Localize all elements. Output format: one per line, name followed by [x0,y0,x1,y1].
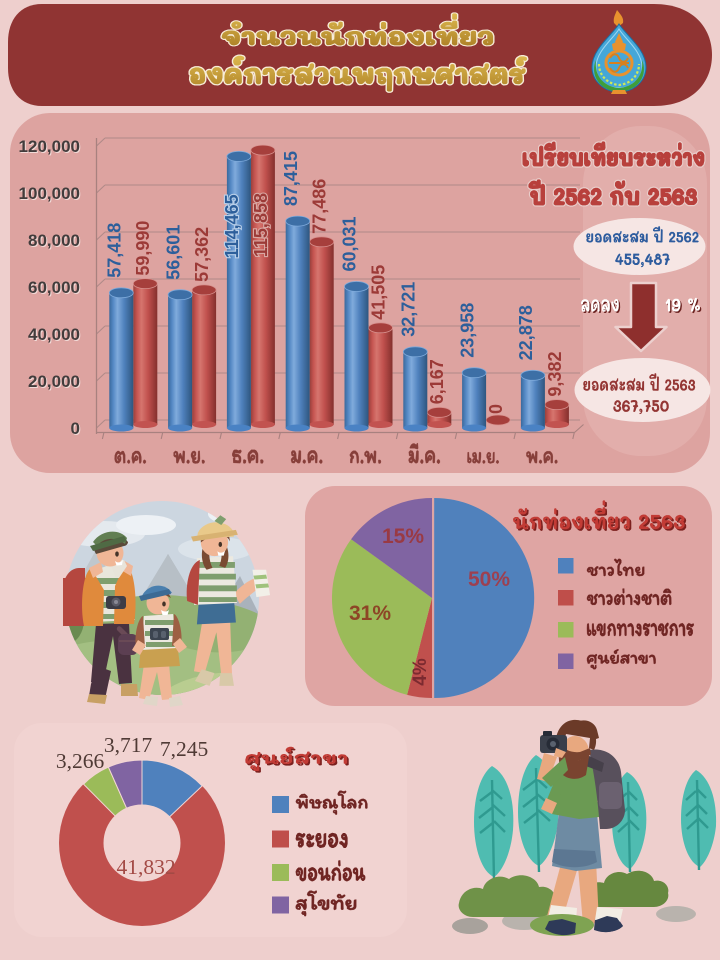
svg-text:57,362: 57,362 [192,227,212,282]
svg-text:114,465: 114,465 [222,194,242,258]
svg-text:31%: 31% [349,602,391,625]
svg-text:40,000: 40,000 [29,326,81,345]
svg-text:23,958: 23,958 [457,303,477,358]
svg-text:20,000: 20,000 [28,372,80,391]
svg-text:77,486: 77,486 [310,179,330,234]
svg-text:60,000: 60,000 [29,279,81,298]
svg-text:80,000: 80,000 [29,232,81,251]
svg-text:40,000: 40,000 [28,325,80,344]
svg-text:4%: 4% [410,658,431,686]
svg-text:32,721: 32,721 [399,282,419,337]
svg-text:87,415: 87,415 [281,151,301,206]
svg-text:56,601: 56,601 [163,225,183,280]
svg-text:120,000: 120,000 [19,137,80,156]
svg-text:22,878: 22,878 [516,305,536,360]
svg-text:3,266: 3,266 [56,749,105,773]
svg-text:60,000: 60,000 [28,278,80,297]
svg-text:120,000: 120,000 [20,138,81,157]
svg-text:100,000: 100,000 [20,185,81,204]
svg-text:0: 0 [72,420,81,439]
svg-text:57,418: 57,418 [105,223,125,278]
svg-text:0: 0 [486,404,506,414]
svg-text:9,382: 9,382 [545,352,565,397]
svg-text:59,990: 59,990 [133,221,153,276]
svg-text:6,167: 6,167 [427,359,447,404]
svg-text:15%: 15% [382,525,424,548]
svg-text:3,717: 3,717 [104,733,153,757]
svg-text:115,858: 115,858 [251,193,271,257]
svg-text:7,245: 7,245 [160,737,208,761]
svg-text:60,031: 60,031 [340,216,360,271]
svg-text:100,000: 100,000 [19,184,80,203]
svg-text:20,000: 20,000 [29,373,81,392]
svg-text:41,505: 41,505 [368,265,388,320]
svg-text:50%: 50% [468,568,510,591]
svg-text:0: 0 [71,419,80,438]
svg-text:80,000: 80,000 [28,231,80,250]
svg-text:41,832: 41,832 [116,855,175,879]
